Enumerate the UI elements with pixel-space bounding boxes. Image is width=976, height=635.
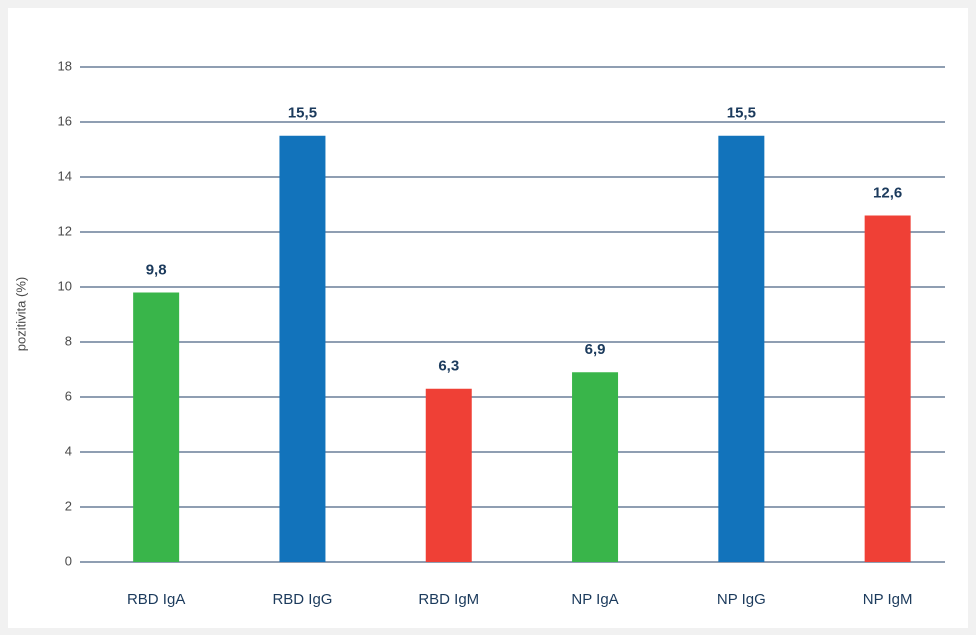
x-tick-label: NP IgG — [717, 591, 766, 608]
y-tick-label: 16 — [58, 113, 72, 128]
value-label: 15,5 — [288, 105, 317, 122]
y-tick-label: 14 — [58, 168, 72, 183]
y-tick-label: 2 — [65, 498, 72, 513]
value-label: 6,9 — [585, 341, 606, 358]
y-tick-label: 12 — [58, 223, 72, 238]
value-label: 15,5 — [727, 105, 756, 122]
bar — [718, 135, 765, 562]
y-tick-label: 6 — [65, 388, 72, 403]
bar — [864, 215, 911, 562]
x-tick-label: NP IgA — [571, 591, 618, 608]
bar — [425, 388, 472, 562]
value-label: 6,3 — [438, 358, 459, 375]
bar — [133, 292, 180, 562]
value-label: 9,8 — [146, 261, 167, 278]
x-tick-label: RBD IgA — [127, 591, 185, 608]
x-tick-label: RBD IgG — [272, 591, 332, 608]
y-tick-label: 10 — [58, 278, 72, 293]
x-tick-label: NP IgM — [863, 591, 913, 608]
y-axis-label: pozitivita (%) — [13, 277, 28, 351]
y-tick-label: 0 — [65, 553, 72, 568]
bar — [572, 372, 619, 562]
bar — [279, 135, 326, 562]
y-tick-label: 8 — [65, 333, 72, 348]
y-tick-label: 4 — [65, 443, 72, 458]
x-tick-label: RBD IgM — [418, 591, 479, 608]
value-label: 12,6 — [873, 184, 902, 201]
y-tick-label: 18 — [58, 58, 72, 73]
